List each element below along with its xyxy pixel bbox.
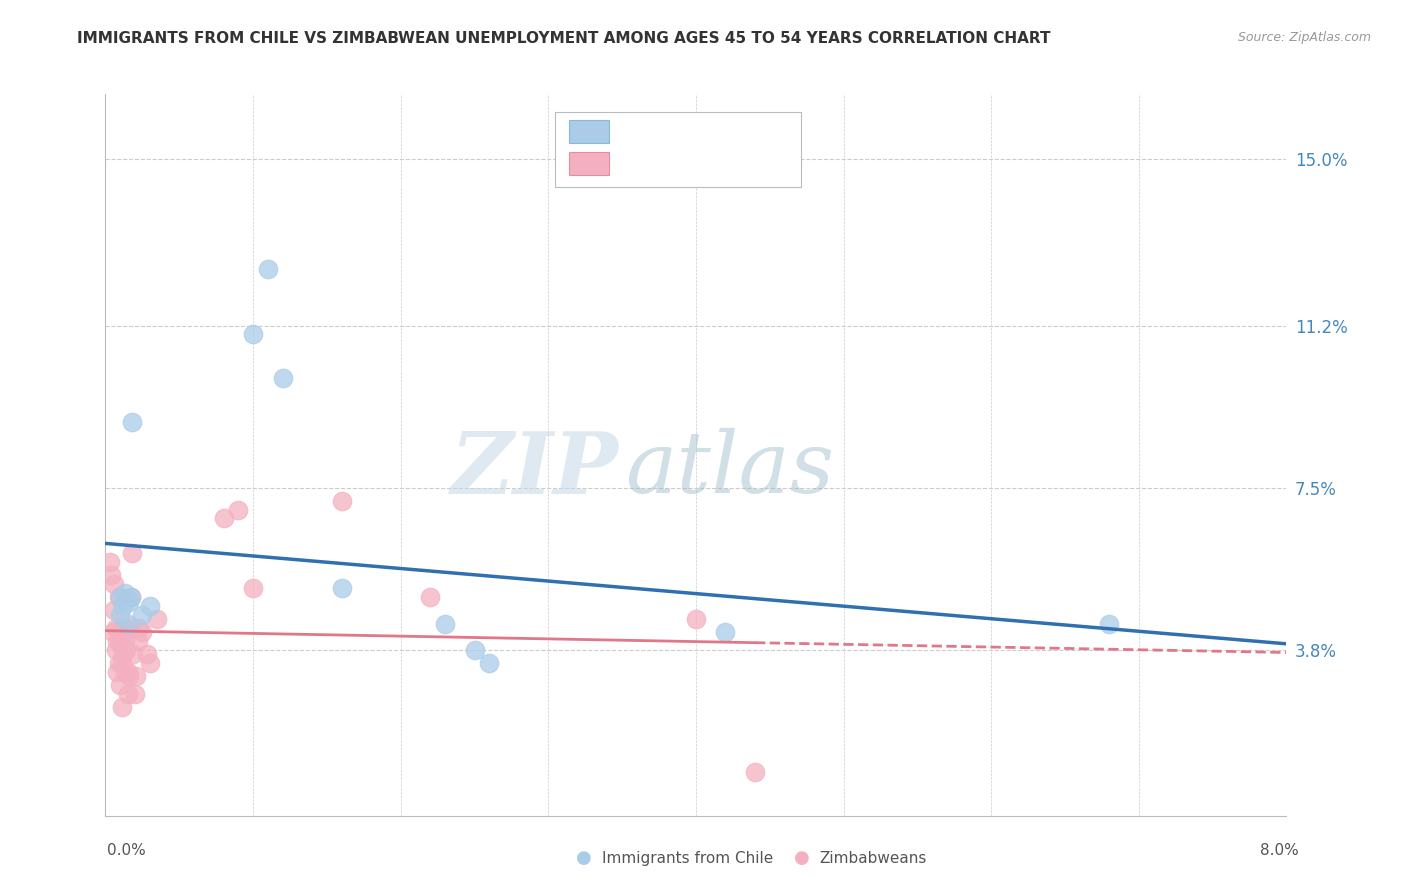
- Text: 43: 43: [745, 156, 765, 170]
- Text: 8.0%: 8.0%: [1260, 843, 1299, 858]
- Point: [114, 665, 136, 679]
- Point: [271, 371, 294, 385]
- Text: ZIP: ZIP: [451, 427, 619, 511]
- Point: [110, 634, 132, 648]
- Point: [131, 625, 153, 640]
- Text: 19: 19: [745, 124, 765, 138]
- Point: [110, 678, 132, 692]
- Point: [117, 687, 139, 701]
- Point: [117, 616, 139, 631]
- Point: [112, 647, 135, 661]
- Point: [101, 625, 124, 640]
- Point: [105, 634, 128, 648]
- Point: [1098, 616, 1121, 631]
- Text: N =: N =: [699, 124, 742, 138]
- Point: [419, 591, 441, 605]
- Text: N =: N =: [699, 156, 742, 170]
- Point: [122, 647, 145, 661]
- Point: [478, 656, 501, 670]
- Text: 0.211: 0.211: [658, 156, 702, 170]
- Point: [111, 699, 134, 714]
- Point: [464, 642, 486, 657]
- Point: [111, 656, 134, 670]
- Point: [103, 603, 125, 617]
- Point: [212, 511, 235, 525]
- Point: [98, 555, 121, 569]
- Text: R =: R =: [620, 124, 654, 138]
- Point: [107, 625, 129, 640]
- Point: [138, 656, 162, 670]
- Text: Immigrants from Chile: Immigrants from Chile: [602, 851, 773, 865]
- Point: [112, 599, 135, 613]
- Point: [433, 616, 456, 631]
- Point: [125, 669, 148, 683]
- Text: Zimbabweans: Zimbabweans: [820, 851, 927, 865]
- Point: [121, 546, 143, 560]
- Point: [124, 687, 146, 701]
- Point: [330, 582, 353, 596]
- Point: [257, 261, 280, 276]
- Point: [110, 591, 132, 605]
- Text: Source: ZipAtlas.com: Source: ZipAtlas.com: [1237, 31, 1371, 45]
- Point: [104, 642, 127, 657]
- Point: [120, 591, 142, 605]
- Point: [104, 621, 127, 635]
- Point: [100, 568, 122, 582]
- Point: [714, 625, 737, 640]
- Point: [242, 327, 264, 342]
- Text: 0.0%: 0.0%: [107, 843, 146, 858]
- Point: [103, 577, 125, 591]
- Point: [107, 656, 129, 670]
- Point: [114, 634, 136, 648]
- Point: [118, 594, 141, 608]
- Point: [120, 591, 142, 605]
- Point: [110, 607, 132, 622]
- Point: [228, 502, 250, 516]
- Text: ●: ●: [575, 849, 592, 867]
- Point: [330, 494, 353, 508]
- Point: [121, 621, 143, 635]
- Text: atlas: atlas: [626, 428, 834, 511]
- Point: [744, 765, 766, 780]
- Point: [135, 647, 157, 661]
- Point: [138, 599, 162, 613]
- Point: [127, 634, 149, 648]
- Point: [115, 642, 138, 657]
- Point: [128, 621, 150, 635]
- Point: [105, 665, 128, 679]
- Text: 0.071: 0.071: [658, 124, 702, 138]
- Point: [112, 621, 135, 635]
- Point: [131, 607, 153, 622]
- Point: [107, 591, 129, 605]
- Text: ●: ●: [793, 849, 810, 867]
- Point: [242, 582, 264, 596]
- Point: [114, 586, 136, 600]
- Point: [117, 665, 139, 679]
- Point: [121, 415, 143, 429]
- Text: IMMIGRANTS FROM CHILE VS ZIMBABWEAN UNEMPLOYMENT AMONG AGES 45 TO 54 YEARS CORRE: IMMIGRANTS FROM CHILE VS ZIMBABWEAN UNEM…: [77, 31, 1050, 46]
- Point: [146, 612, 169, 626]
- Point: [685, 612, 707, 626]
- Text: R =: R =: [620, 156, 654, 170]
- Point: [118, 669, 141, 683]
